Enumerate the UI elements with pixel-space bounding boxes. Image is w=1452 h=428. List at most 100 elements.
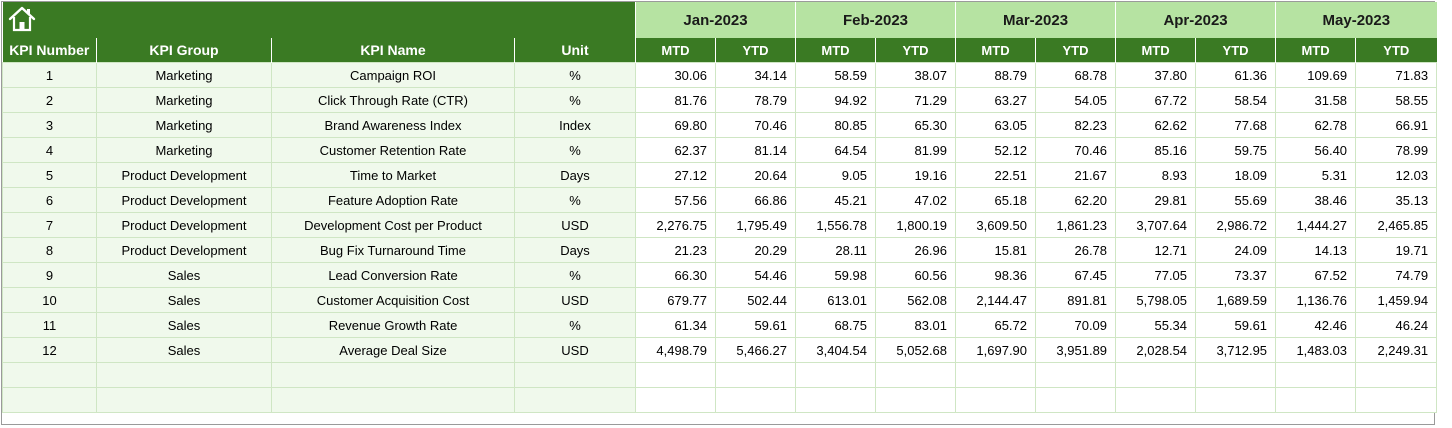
kpi-name-cell[interactable]: Lead Conversion Rate	[271, 262, 515, 288]
mtd-value-cell[interactable]: 37.80	[1115, 62, 1197, 88]
mtd-value-cell[interactable]: 94.92	[795, 87, 876, 113]
mtd-value-cell[interactable]: 80.85	[795, 112, 876, 138]
mtd-value-cell[interactable]: 77.05	[1115, 262, 1197, 288]
empty-cell[interactable]	[1355, 387, 1438, 413]
mtd-value-cell[interactable]: 66.30	[635, 262, 716, 288]
mtd-value-cell[interactable]: 58.59	[795, 62, 876, 88]
ytd-value-cell[interactable]: 74.79	[1355, 262, 1438, 288]
ytd-value-cell[interactable]: 19.71	[1355, 237, 1438, 263]
ytd-value-cell[interactable]: 2,249.31	[1355, 337, 1438, 363]
mtd-value-cell[interactable]: 45.21	[795, 187, 876, 213]
ytd-value-cell[interactable]: 47.02	[874, 187, 957, 213]
empty-cell[interactable]	[2, 387, 97, 413]
mtd-value-cell[interactable]: 2,276.75	[635, 212, 716, 238]
ytd-value-cell[interactable]: 58.54	[1195, 87, 1277, 113]
mtd-value-cell[interactable]: 56.40	[1275, 137, 1357, 163]
mtd-value-cell[interactable]: 3,707.64	[1115, 212, 1197, 238]
empty-cell[interactable]	[1035, 362, 1117, 388]
empty-cell[interactable]	[271, 362, 515, 388]
unit-cell[interactable]: %	[514, 187, 636, 213]
mtd-value-cell[interactable]: 613.01	[795, 287, 876, 313]
ytd-value-cell[interactable]: 54.46	[715, 262, 796, 288]
kpi-group-cell[interactable]: Product Development	[96, 237, 272, 263]
mtd-value-cell[interactable]: 679.77	[635, 287, 716, 313]
empty-cell[interactable]	[1195, 362, 1277, 388]
empty-cell[interactable]	[955, 387, 1037, 413]
mtd-value-cell[interactable]: 98.36	[955, 262, 1037, 288]
mtd-value-cell[interactable]: 1,444.27	[1275, 212, 1357, 238]
ytd-value-cell[interactable]: 71.29	[874, 87, 957, 113]
ytd-value-cell[interactable]: 21.67	[1035, 162, 1117, 188]
ytd-value-cell[interactable]: 20.64	[715, 162, 796, 188]
ytd-value-cell[interactable]: 562.08	[874, 287, 957, 313]
ytd-value-cell[interactable]: 65.30	[874, 112, 957, 138]
ytd-value-cell[interactable]: 81.14	[715, 137, 796, 163]
kpi-group-cell[interactable]: Sales	[96, 337, 272, 363]
mtd-value-cell[interactable]: 63.05	[955, 112, 1037, 138]
mtd-value-cell[interactable]: 65.72	[955, 312, 1037, 338]
unit-cell[interactable]: %	[514, 62, 636, 88]
mtd-value-cell[interactable]: 3,404.54	[795, 337, 876, 363]
mtd-value-cell[interactable]: 27.12	[635, 162, 716, 188]
empty-cell[interactable]	[96, 362, 272, 388]
kpi-number-cell[interactable]: 9	[2, 262, 97, 288]
unit-cell[interactable]: %	[514, 137, 636, 163]
kpi-name-cell[interactable]: Customer Retention Rate	[271, 137, 515, 163]
mtd-value-cell[interactable]: 8.93	[1115, 162, 1197, 188]
ytd-value-cell[interactable]: 59.61	[715, 312, 796, 338]
mtd-value-cell[interactable]: 3,609.50	[955, 212, 1037, 238]
mtd-value-cell[interactable]: 14.13	[1275, 237, 1357, 263]
empty-cell[interactable]	[715, 387, 796, 413]
empty-cell[interactable]	[795, 387, 876, 413]
ytd-value-cell[interactable]: 70.46	[715, 112, 796, 138]
mtd-value-cell[interactable]: 63.27	[955, 87, 1037, 113]
mtd-value-cell[interactable]: 4,498.79	[635, 337, 716, 363]
ytd-value-cell[interactable]: 46.24	[1355, 312, 1438, 338]
empty-cell[interactable]	[715, 362, 796, 388]
ytd-value-cell[interactable]: 34.14	[715, 62, 796, 88]
kpi-name-cell[interactable]: Average Deal Size	[271, 337, 515, 363]
ytd-value-cell[interactable]: 61.36	[1195, 62, 1277, 88]
ytd-value-cell[interactable]: 20.29	[715, 237, 796, 263]
kpi-number-cell[interactable]: 10	[2, 287, 97, 313]
kpi-name-cell[interactable]: Feature Adoption Rate	[271, 187, 515, 213]
ytd-value-cell[interactable]: 55.69	[1195, 187, 1277, 213]
unit-cell[interactable]: %	[514, 87, 636, 113]
mtd-value-cell[interactable]: 68.75	[795, 312, 876, 338]
unit-cell[interactable]: USD	[514, 287, 636, 313]
ytd-value-cell[interactable]: 19.16	[874, 162, 957, 188]
kpi-number-cell[interactable]: 6	[2, 187, 97, 213]
mtd-value-cell[interactable]: 67.72	[1115, 87, 1197, 113]
ytd-value-cell[interactable]: 77.68	[1195, 112, 1277, 138]
ytd-value-cell[interactable]: 68.78	[1035, 62, 1117, 88]
empty-cell[interactable]	[1275, 362, 1357, 388]
empty-cell[interactable]	[2, 362, 97, 388]
ytd-value-cell[interactable]: 70.09	[1035, 312, 1117, 338]
mtd-value-cell[interactable]: 61.34	[635, 312, 716, 338]
unit-cell[interactable]: Days	[514, 237, 636, 263]
mtd-value-cell[interactable]: 85.16	[1115, 137, 1197, 163]
mtd-value-cell[interactable]: 12.71	[1115, 237, 1197, 263]
mtd-value-cell[interactable]: 1,136.76	[1275, 287, 1357, 313]
kpi-group-cell[interactable]: Product Development	[96, 187, 272, 213]
mtd-value-cell[interactable]: 28.11	[795, 237, 876, 263]
ytd-value-cell[interactable]: 70.46	[1035, 137, 1117, 163]
ytd-value-cell[interactable]: 12.03	[1355, 162, 1438, 188]
mtd-value-cell[interactable]: 81.76	[635, 87, 716, 113]
kpi-name-cell[interactable]: Development Cost per Product	[271, 212, 515, 238]
ytd-value-cell[interactable]: 502.44	[715, 287, 796, 313]
empty-cell[interactable]	[1355, 362, 1438, 388]
kpi-number-cell[interactable]: 3	[2, 112, 97, 138]
unit-cell[interactable]: %	[514, 262, 636, 288]
ytd-value-cell[interactable]: 5,052.68	[874, 337, 957, 363]
kpi-group-cell[interactable]: Sales	[96, 262, 272, 288]
ytd-value-cell[interactable]: 59.61	[1195, 312, 1277, 338]
ytd-value-cell[interactable]: 1,861.23	[1035, 212, 1117, 238]
empty-cell[interactable]	[1115, 387, 1197, 413]
ytd-value-cell[interactable]: 3,951.89	[1035, 337, 1117, 363]
home-icon[interactable]	[7, 5, 37, 33]
ytd-value-cell[interactable]: 2,986.72	[1195, 212, 1277, 238]
empty-cell[interactable]	[1115, 362, 1197, 388]
kpi-name-cell[interactable]: Time to Market	[271, 162, 515, 188]
ytd-value-cell[interactable]: 35.13	[1355, 187, 1438, 213]
